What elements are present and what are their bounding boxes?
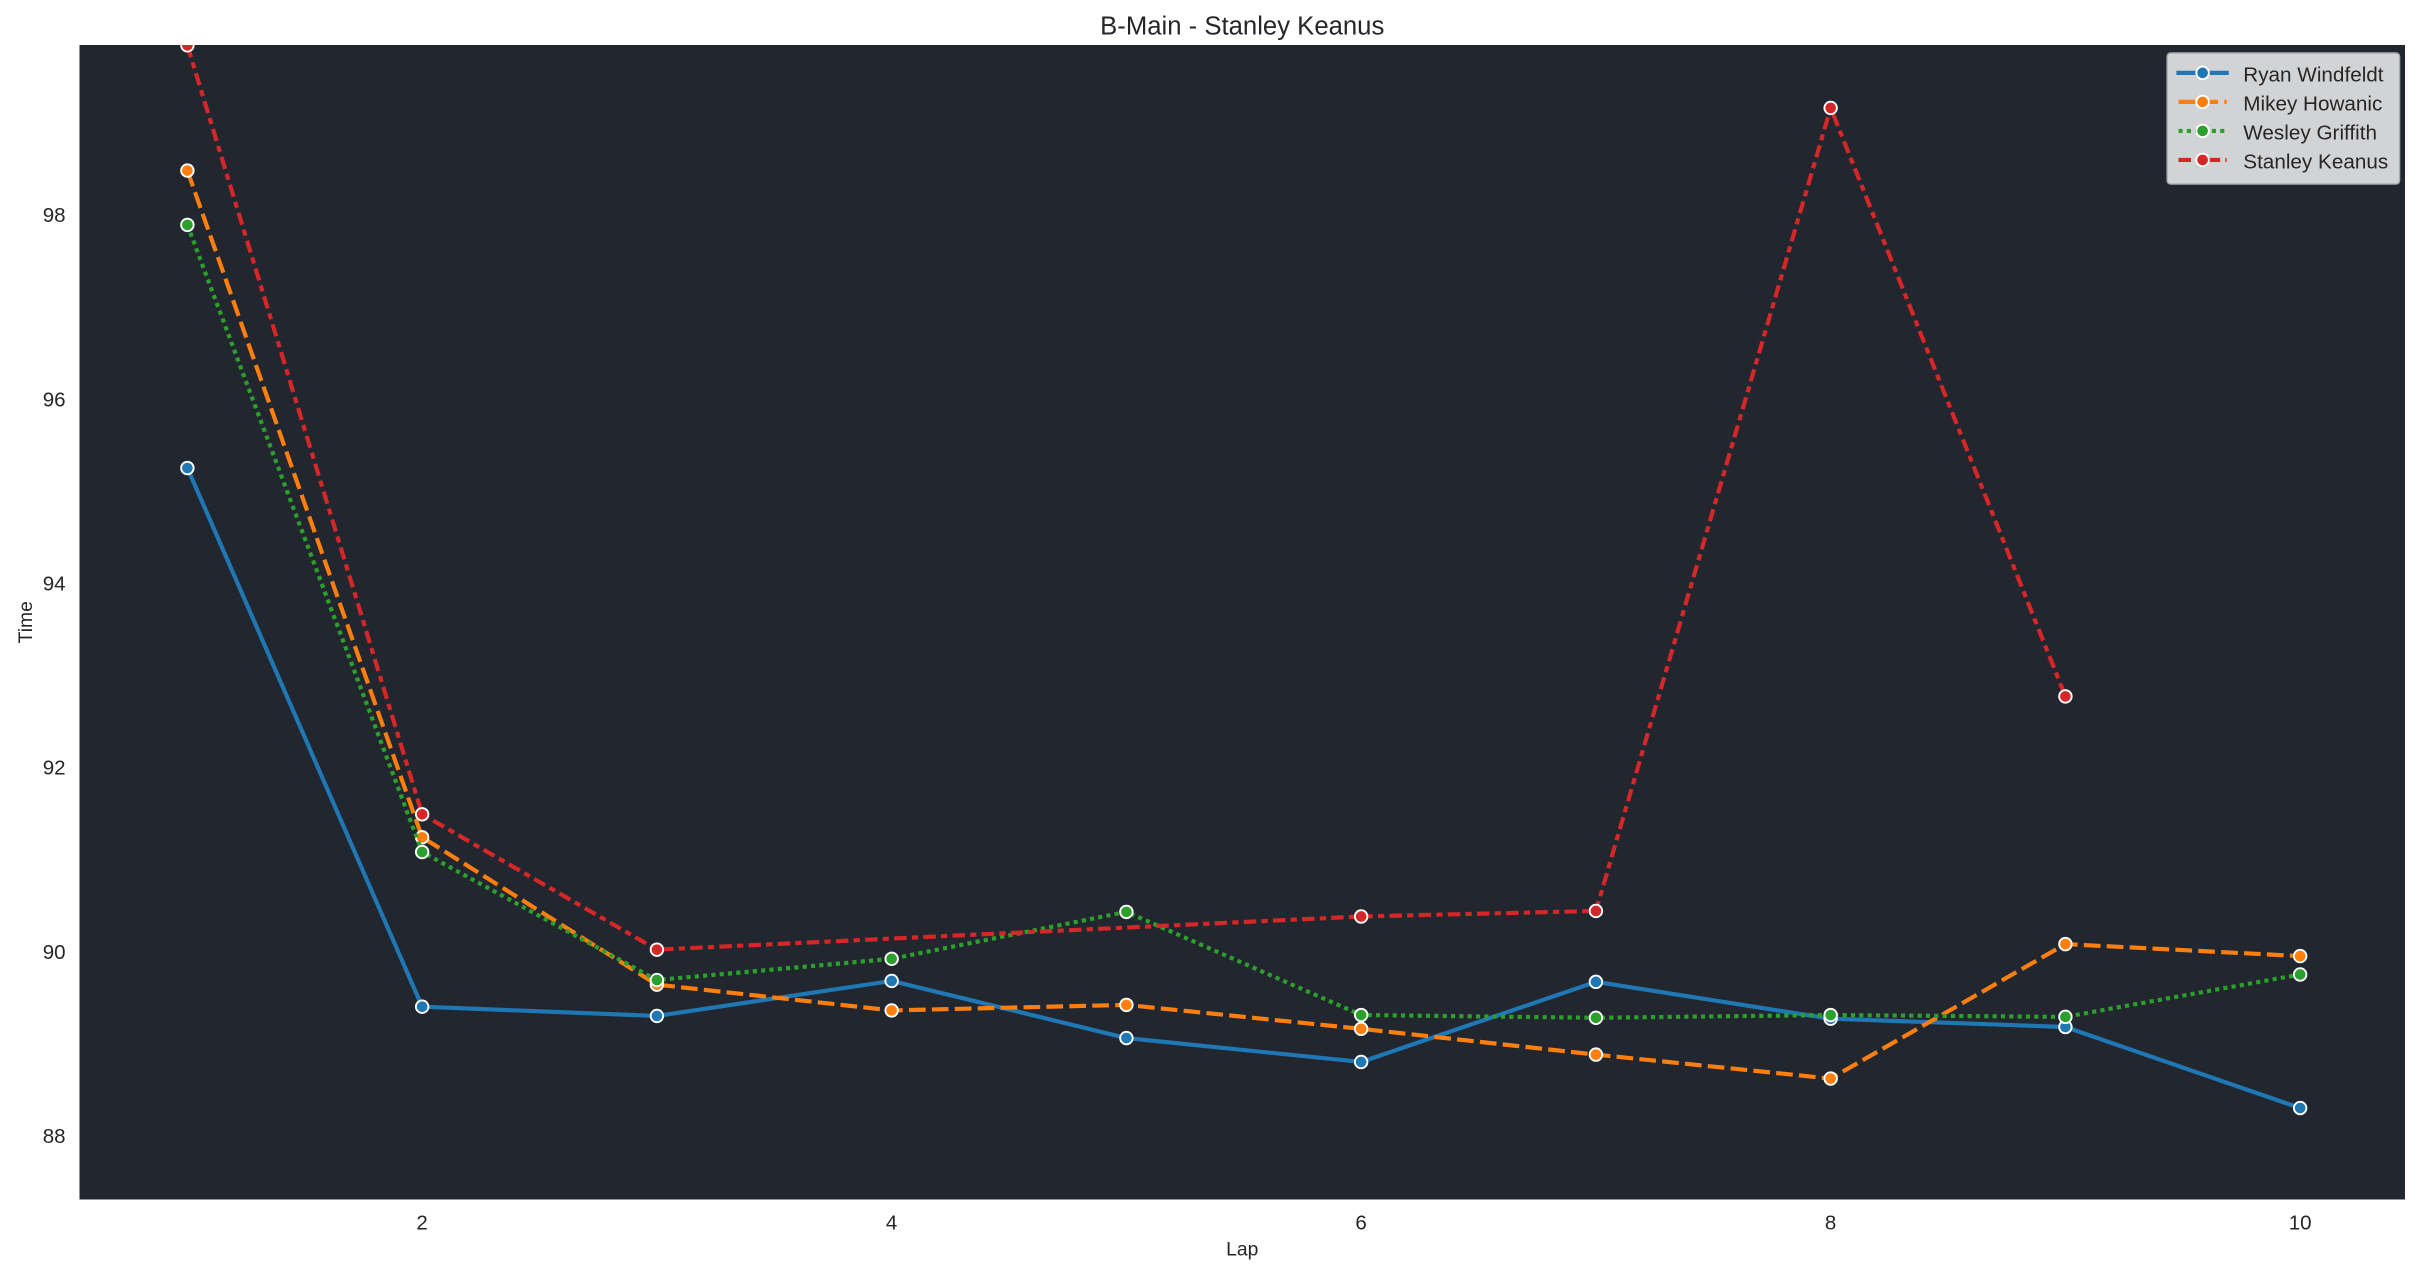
svg-text:94: 94 (43, 573, 66, 596)
svg-text:Wesley Griffith: Wesley Griffith (2243, 121, 2377, 144)
svg-text:Stanley Keanus: Stanley Keanus (2243, 150, 2388, 173)
svg-text:6: 6 (1355, 1212, 1366, 1235)
svg-text:4: 4 (886, 1212, 897, 1235)
svg-text:8: 8 (1825, 1212, 1836, 1235)
svg-text:96: 96 (43, 388, 66, 411)
svg-text:10: 10 (2289, 1212, 2312, 1235)
svg-text:Mikey Howanic: Mikey Howanic (2243, 92, 2382, 115)
svg-text:Ryan Windfeldt: Ryan Windfeldt (2243, 63, 2384, 86)
svg-text:Time: Time (16, 601, 37, 643)
svg-text:98: 98 (43, 204, 66, 227)
svg-text:90: 90 (43, 941, 66, 964)
svg-text:B-Main - Stanley Keanus: B-Main - Stanley Keanus (1100, 12, 1384, 40)
svg-text:2: 2 (416, 1212, 427, 1235)
svg-text:Lap: Lap (1226, 1239, 1258, 1260)
svg-text:88: 88 (43, 1125, 66, 1148)
svg-text:92: 92 (43, 757, 66, 780)
